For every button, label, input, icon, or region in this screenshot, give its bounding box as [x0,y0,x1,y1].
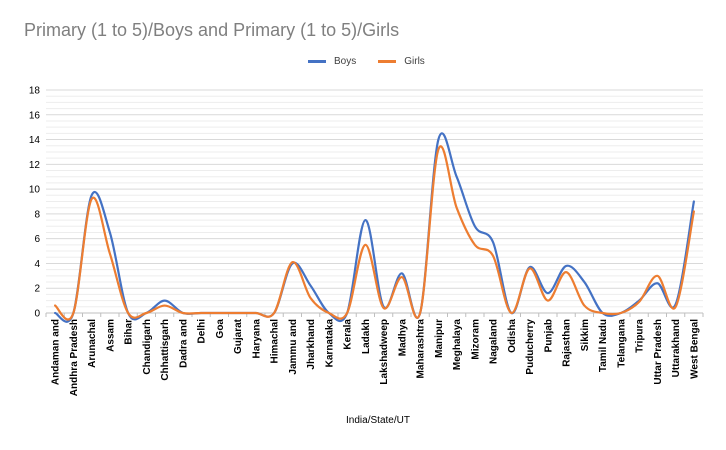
x-tick-label: Rajasthan [562,319,573,367]
legend-item-boys[interactable]: Boys [308,56,356,67]
y-tick-label: 10 [29,185,41,196]
x-tick-label: Assam [105,319,116,352]
y-tick-label: 8 [34,209,40,220]
series-line-boys [54,132,695,323]
x-tick-label: Karnataka [324,319,335,368]
legend-item-girls[interactable]: Girls [378,56,425,67]
x-tick-label: Himachal [270,319,281,364]
x-tick-label: Dadra and [178,319,189,368]
x-tick-label: Chhattisgarh [160,319,171,381]
x-tick-label: Uttar Pradesh [653,319,664,385]
chart-title: Primary (1 to 5)/Boys and Primary (1 to … [24,20,400,40]
x-tick-label: Madhya [397,319,408,357]
x-tick-label: Sikkim [580,319,591,351]
x-tick-label: Goa [215,319,226,339]
x-tick-label: Andhra Pradesh [69,319,80,396]
y-tick-label: 16 [29,110,41,121]
x-tick-label: Ladakh [361,319,372,354]
x-tick-label: Jammu and [288,319,299,375]
legend-label-girls: Girls [404,56,425,67]
chart-legend: Boys Girls [308,56,425,67]
x-tick-label: Haryana [251,319,262,359]
x-tick-label: Jharkhand [306,319,317,370]
x-axis-title: India/State/UT [346,415,410,426]
x-tick-label: Delhi [197,319,208,344]
y-tick-label: 18 [29,86,41,97]
x-tick-label: Manipur [434,319,445,358]
series-line-girls [54,145,695,321]
y-tick-label: 4 [34,259,40,270]
y-tick-label: 12 [29,160,41,171]
x-tick-label: West Bengal [689,319,700,379]
x-tick-label: Mizoram [470,319,481,360]
x-tick-label: Telangana [616,319,627,368]
legend-label-boys: Boys [334,56,357,67]
x-tick-label: Tripura [635,319,646,353]
x-tick-label: Gujarat [233,318,244,354]
x-tick-label: Lakshadweep [379,319,390,385]
x-tick-label: Nagaland [489,319,500,364]
series-layer [54,132,695,323]
x-tick-label: Maharashtra [416,319,427,379]
axis-layer: 0 2 4 6 8 10 12 14 16 18 Andaman and Andhra Pradesh… [29,86,704,396]
x-tick-label: Puducherry [525,319,536,375]
legend-swatch-boys [308,60,326,63]
y-tick-label: 6 [34,234,40,245]
x-tick-label: Punjab [543,319,554,352]
x-tick-label: Chandigarh [142,319,153,375]
legend-swatch-girls [378,60,397,63]
x-tick-label: Tamil Nadu [598,319,609,372]
x-tick-label: Kerala [343,319,354,350]
x-tick-label: Arunachal [87,319,98,368]
y-tick-label: 2 [34,284,40,295]
y-tick-label: 0 [34,309,40,320]
x-tick-label: Uttarakhand [671,319,682,377]
y-tick-label: 14 [29,135,41,146]
x-tick-label: Andaman and [51,319,62,385]
x-tick-label: Bihar [124,319,135,345]
x-tick-label: Meghalaya [452,319,463,371]
x-tick-label: Odisha [507,319,518,353]
